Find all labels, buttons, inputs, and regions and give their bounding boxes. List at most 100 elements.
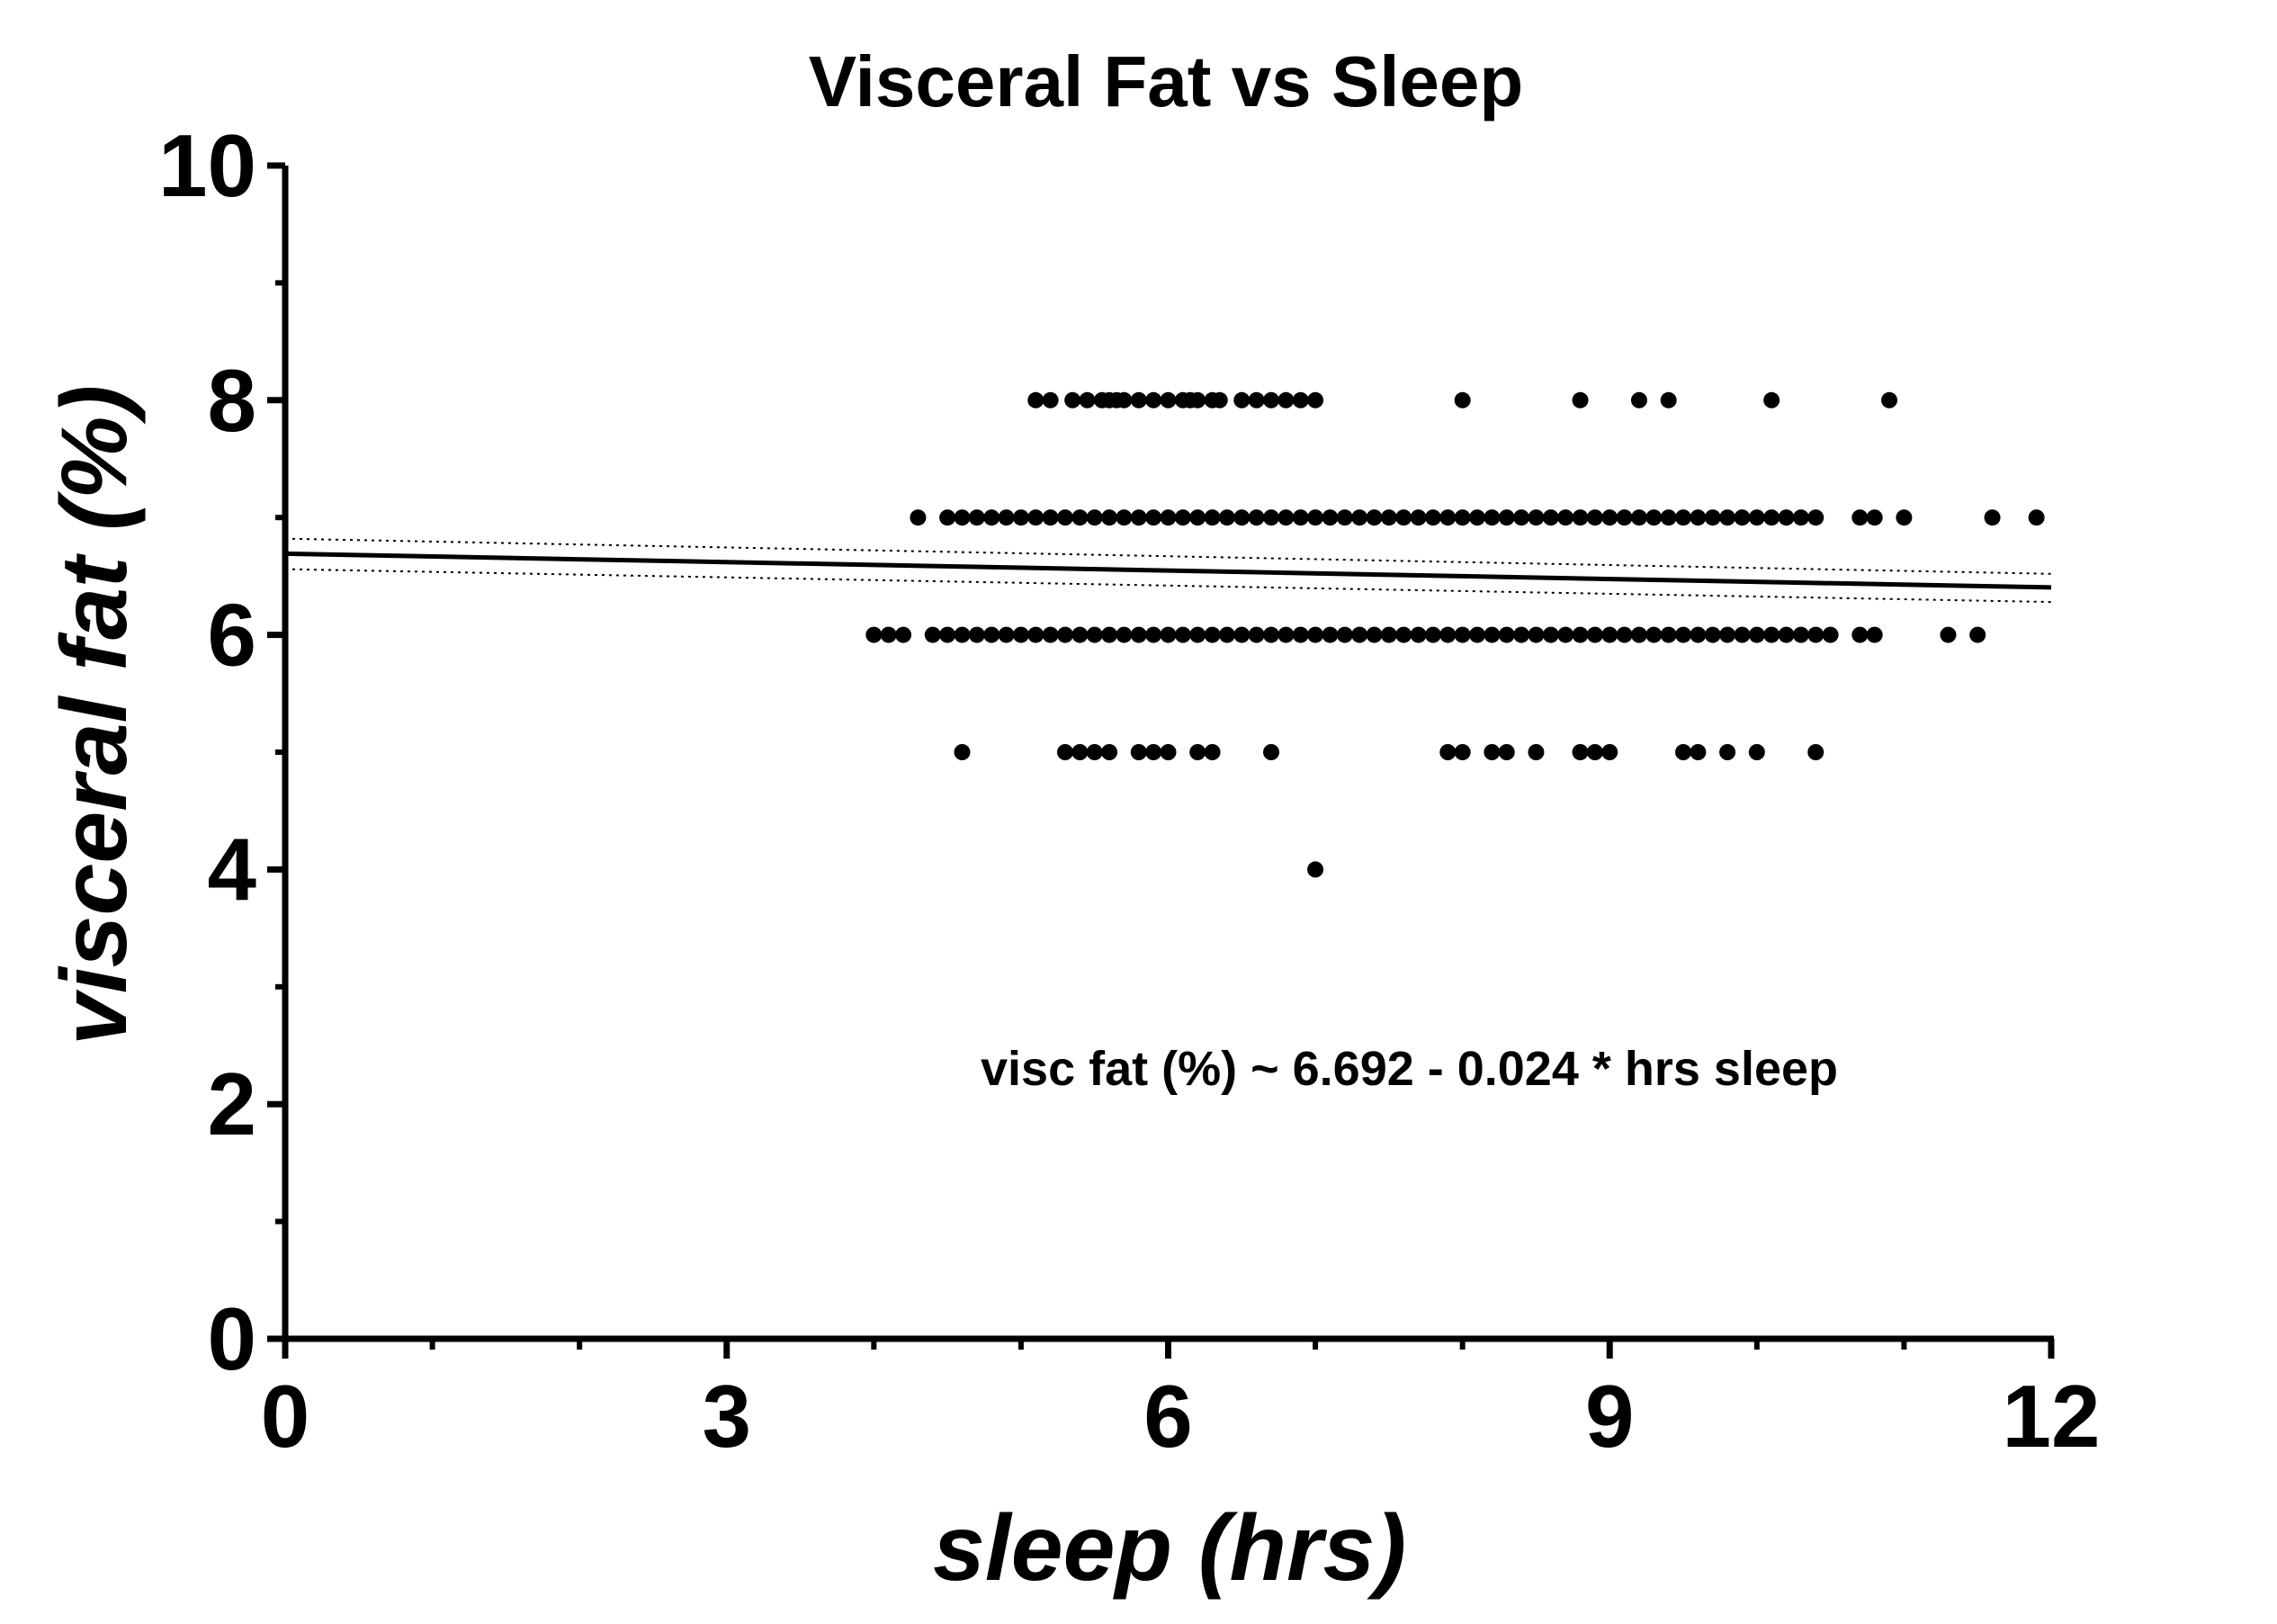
data-point bbox=[1277, 391, 1295, 408]
data-point bbox=[1218, 626, 1235, 643]
data-point bbox=[954, 509, 971, 526]
chart-title: Visceral Fat vs Sleep bbox=[809, 41, 1524, 121]
x-tick-label: 3 bbox=[702, 1367, 751, 1466]
data-point bbox=[1233, 626, 1251, 643]
data-point bbox=[1160, 391, 1177, 408]
data-point bbox=[1336, 626, 1353, 643]
y-tick-label: 6 bbox=[207, 586, 256, 685]
data-point bbox=[1116, 626, 1133, 643]
data-point bbox=[895, 626, 912, 643]
data-point bbox=[1763, 626, 1780, 643]
data-point bbox=[1395, 626, 1412, 643]
data-point bbox=[1645, 626, 1663, 643]
data-point bbox=[1204, 509, 1221, 526]
data-point bbox=[1763, 391, 1780, 408]
data-point bbox=[1012, 626, 1029, 643]
data-point bbox=[1064, 391, 1081, 408]
data-point bbox=[1630, 391, 1647, 408]
data-point bbox=[1263, 391, 1280, 408]
data-point bbox=[1351, 509, 1368, 526]
data-point bbox=[1586, 744, 1603, 760]
data-point bbox=[1439, 509, 1457, 526]
data-point bbox=[1307, 861, 1324, 878]
data-point bbox=[1160, 626, 1177, 643]
data-point bbox=[1498, 626, 1515, 643]
data-point bbox=[1056, 509, 1073, 526]
data-point bbox=[1351, 626, 1368, 643]
data-point bbox=[1866, 626, 1883, 643]
data-point bbox=[910, 509, 927, 526]
data-point bbox=[1145, 391, 1162, 408]
data-point bbox=[1292, 391, 1309, 408]
data-point bbox=[1322, 509, 1339, 526]
data-point bbox=[1513, 509, 1530, 526]
data-point bbox=[1189, 391, 1206, 408]
data-point bbox=[1792, 509, 1809, 526]
data-point bbox=[1116, 509, 1133, 526]
ci-lower-line bbox=[284, 568, 2052, 604]
data-point bbox=[1439, 744, 1457, 760]
data-point bbox=[1454, 626, 1471, 643]
data-point bbox=[1336, 509, 1353, 526]
data-point bbox=[954, 744, 971, 760]
data-point bbox=[1380, 626, 1397, 643]
data-point bbox=[1748, 509, 1765, 526]
data-point bbox=[1778, 509, 1795, 526]
data-point bbox=[880, 626, 897, 643]
data-point bbox=[1896, 509, 1913, 526]
data-point bbox=[1410, 626, 1427, 643]
data-point bbox=[1071, 626, 1089, 643]
x-ticks: 0 3 6 9 12 bbox=[261, 1339, 2101, 1466]
data-point bbox=[1704, 509, 1721, 526]
data-point bbox=[1630, 509, 1647, 526]
data-point bbox=[1557, 626, 1574, 643]
data-point bbox=[1572, 626, 1589, 643]
data-point bbox=[1969, 626, 1986, 643]
data-point bbox=[1160, 744, 1177, 760]
data-point bbox=[1307, 391, 1324, 408]
y-tick-label: 2 bbox=[207, 1054, 256, 1153]
data-point bbox=[1042, 391, 1059, 408]
data-point bbox=[1174, 509, 1191, 526]
data-point bbox=[1484, 744, 1501, 760]
data-point bbox=[1101, 626, 1118, 643]
data-point bbox=[1145, 626, 1162, 643]
data-point bbox=[968, 626, 985, 643]
data-point bbox=[1630, 626, 1647, 643]
y-ticks: 0 2 4 6 8 10 bbox=[158, 116, 285, 1388]
data-point bbox=[1734, 626, 1751, 643]
data-point bbox=[1469, 509, 1486, 526]
data-point bbox=[1439, 626, 1457, 643]
data-point bbox=[1807, 509, 1824, 526]
data-point bbox=[1130, 391, 1147, 408]
data-point bbox=[1528, 744, 1545, 760]
data-point bbox=[1079, 391, 1096, 408]
data-point bbox=[1704, 626, 1721, 643]
data-point bbox=[1395, 509, 1412, 526]
data-point bbox=[1675, 744, 1692, 760]
data-point bbox=[1027, 626, 1044, 643]
data-point bbox=[924, 626, 941, 643]
data-point bbox=[1645, 509, 1663, 526]
data-point bbox=[1366, 509, 1383, 526]
data-point bbox=[1086, 744, 1103, 760]
data-point bbox=[1690, 509, 1707, 526]
data-point bbox=[1690, 626, 1707, 643]
data-point bbox=[1822, 626, 1839, 643]
data-point bbox=[1042, 509, 1059, 526]
data-point bbox=[1542, 626, 1559, 643]
data-point bbox=[1513, 626, 1530, 643]
data-point bbox=[1807, 744, 1824, 760]
data-point bbox=[1145, 509, 1162, 526]
data-point bbox=[1189, 509, 1206, 526]
data-point bbox=[1572, 509, 1589, 526]
data-point bbox=[1248, 626, 1265, 643]
data-point bbox=[1748, 744, 1765, 760]
data-point bbox=[1189, 626, 1206, 643]
data-point bbox=[1498, 744, 1515, 760]
data-point bbox=[1292, 626, 1309, 643]
data-point bbox=[968, 509, 985, 526]
data-point bbox=[1042, 626, 1059, 643]
x-tick-label: 0 bbox=[261, 1367, 310, 1466]
